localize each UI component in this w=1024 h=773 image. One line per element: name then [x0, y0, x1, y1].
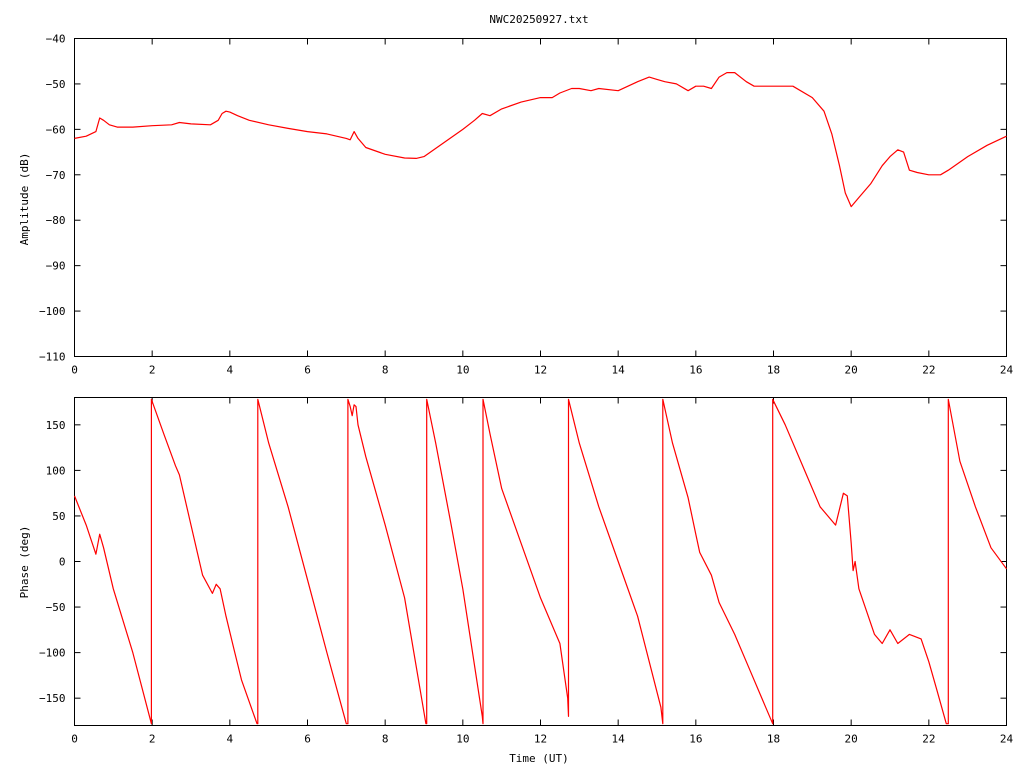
phase-x-tick-label: 0 — [71, 733, 78, 746]
phase-x-tick-label: 14 — [612, 733, 626, 746]
phase-x-tick-label: 18 — [767, 733, 780, 746]
phase-x-tick-label: 24 — [1000, 733, 1014, 746]
phase-series-line — [73, 398, 1007, 725]
amplitude-y-tick-label: −110 — [39, 351, 66, 364]
phase-x-tick-label: 6 — [304, 733, 311, 746]
phase-x-tick-label: 2 — [149, 733, 156, 746]
phase-y-tick-label: −150 — [39, 692, 66, 705]
amplitude-x-tick-label: 0 — [71, 364, 78, 377]
amplitude-x-tick-label: 22 — [922, 364, 935, 377]
phase-x-tick-label: 8 — [382, 733, 389, 746]
phase-x-tick-label: 20 — [845, 733, 858, 746]
amplitude-y-axis-label: Amplitude (dB) — [18, 153, 31, 246]
phase-panel: Phase (deg) Time (UT) 0 2 4 6 8 10 12 14 16 18 20 2… — [18, 397, 1014, 765]
amplitude-x-tick-label: 14 — [612, 364, 626, 377]
amplitude-x-tick-label: 2 — [149, 364, 156, 377]
amplitude-x-tick-label: 8 — [382, 364, 389, 377]
phase-y-tick-label: −50 — [46, 601, 66, 614]
phase-y-tick-label: −100 — [39, 647, 66, 660]
phase-x-tick-label: 22 — [922, 733, 935, 746]
amplitude-x-tick-label: 4 — [227, 364, 234, 377]
amplitude-x-tick-label: 6 — [304, 364, 311, 377]
amplitude-y-tick-label: −40 — [46, 33, 66, 46]
amplitude-x-tick-label: 18 — [767, 364, 780, 377]
chart-title: NWC20250927.txt — [489, 13, 588, 26]
amplitude-x-tick-label: 16 — [689, 364, 702, 377]
amplitude-y-tick-label: −80 — [46, 214, 66, 227]
amplitude-y-tick-label: −50 — [46, 78, 66, 91]
amplitude-x-tick-label: 12 — [534, 364, 547, 377]
amplitude-y-tick-label: −70 — [46, 169, 66, 182]
phase-y-tick-label: 50 — [52, 510, 65, 523]
amplitude-y-tick-label: −100 — [39, 305, 66, 318]
phase-y-axis-label: Phase (deg) — [18, 526, 31, 599]
amplitude-y-tick-label: −90 — [46, 260, 66, 273]
phase-y-tick-label: 150 — [46, 419, 66, 432]
amplitude-x-tick-label: 10 — [456, 364, 469, 377]
amplitude-panel: Amplitude (dB) 0 2 4 6 8 10 12 14 16 18 20 22 24−110… — [18, 33, 1013, 377]
amplitude-series-line — [74, 71, 1007, 208]
phase-x-tick-label: 16 — [689, 733, 702, 746]
phase-x-tick-label: 4 — [227, 733, 234, 746]
phase-y-tick-label: 100 — [46, 464, 66, 477]
phase-y-tick-label: 0 — [59, 556, 66, 569]
amplitude-x-tick-label: 24 — [1000, 364, 1014, 377]
phase-x-axis-label: Time (UT) — [509, 752, 569, 765]
phase-x-tick-label: 10 — [456, 733, 469, 746]
phase-x-tick-label: 12 — [534, 733, 547, 746]
amplitude-y-tick-label: −60 — [46, 123, 66, 136]
amplitude-x-tick-label: 20 — [845, 364, 858, 377]
